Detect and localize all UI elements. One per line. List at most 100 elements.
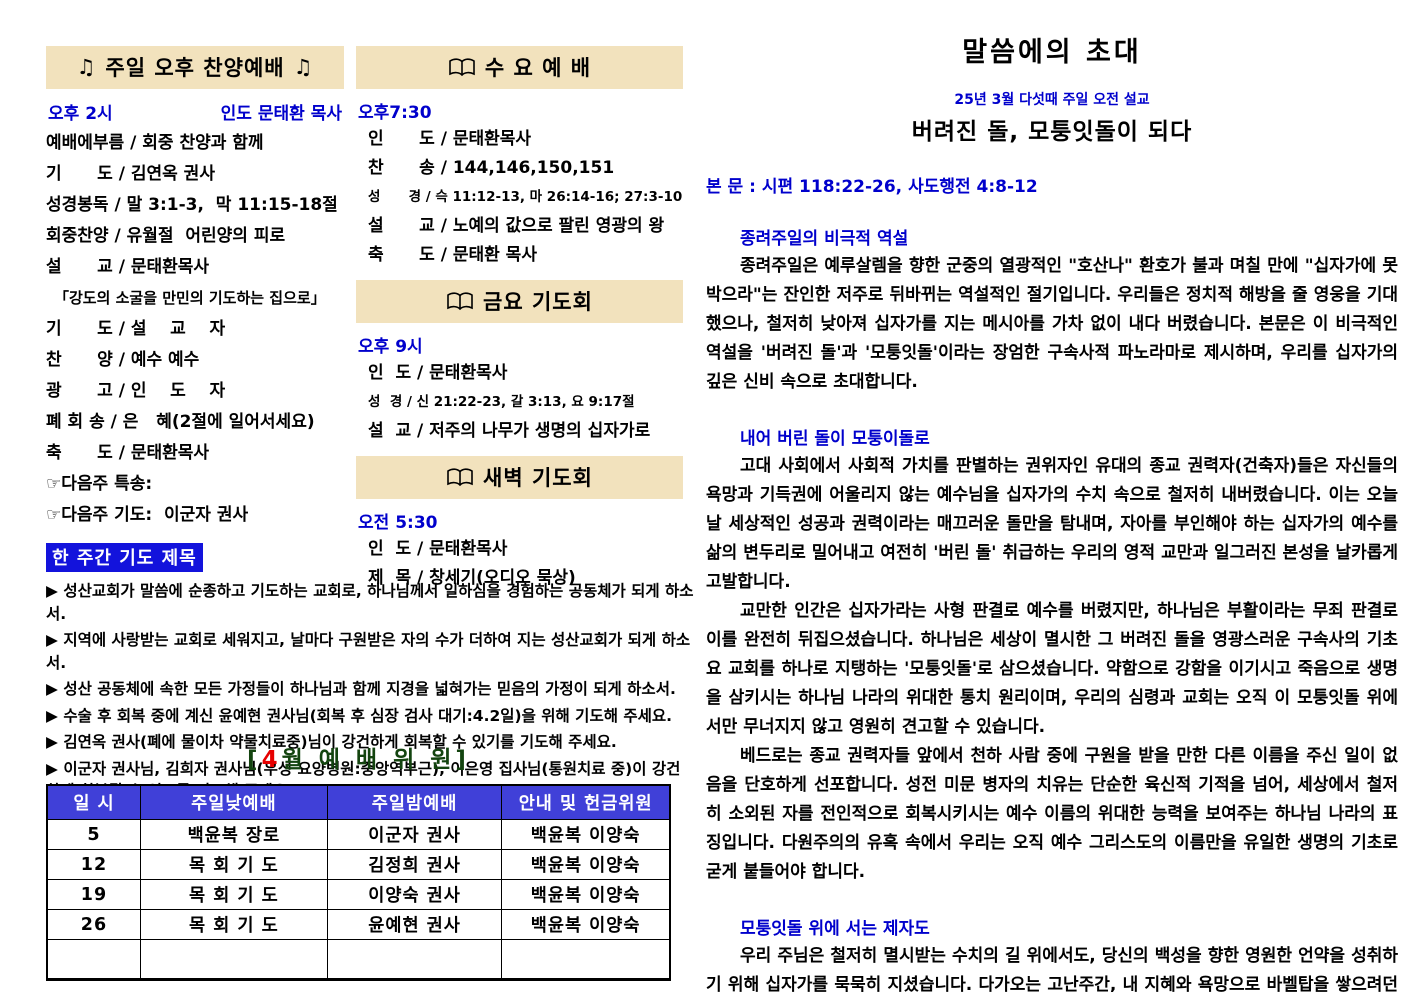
- service-time: 오후 2시: [48, 104, 113, 124]
- april-committee-section: [4월 예 배 위 원] 일 시 주일낮예배 주일밤예배 안내 및 헌금위원 5…: [46, 740, 671, 981]
- cell-ushers: 백윤복 이양숙: [501, 819, 671, 850]
- sermon-section-heading: 내어 버린 돌이 모퉁이돌로: [740, 429, 930, 449]
- program-line: 인 도 / 문태환목사: [368, 363, 508, 383]
- cell-night-service: 김정희 권사: [326, 849, 503, 880]
- cell-day-service: 목 회 기 도: [139, 909, 328, 940]
- sunday-praise-time-row: 오후 2시 인도 문태환 목사: [48, 99, 342, 124]
- dawn-prayer-title: 새벽 기도회: [483, 466, 593, 490]
- cell-ushers: 백윤복 이양숙: [501, 849, 671, 880]
- program-line: 설 교 / 저주의 나무가 생명의 십자가로: [368, 421, 651, 441]
- bracket: [: [247, 747, 262, 773]
- program-line: 예배에부름 / 회중 찬양과 함께: [46, 133, 264, 153]
- cell-night-service: 이군자 권사: [326, 819, 503, 850]
- cell-ushers: 백윤복 이양숙: [501, 879, 671, 910]
- sermon-section-heading: 종려주일의 비극적 역설: [740, 229, 909, 249]
- wednesday-service-header: 수 요 예 배: [356, 46, 683, 89]
- sunday-praise-title: 주일 오후 찬양예배: [105, 56, 285, 80]
- cell-date: 26: [46, 909, 141, 940]
- sermon-title: 버려진 돌, 모퉁잇돌이 되다: [911, 119, 1193, 145]
- wednesday-service-title: 수 요 예 배: [484, 56, 592, 80]
- weekly-prayer-section: 한 주간 기도 제목 ▶ 성산교회가 말씀에 순종하고 기도하는 교회로, 하나…: [46, 543, 694, 803]
- sermon-paragraph: 베드로는 종교 권력자들 앞에서 천하 사람 중에 구원을 받을 만한 다른 이…: [706, 746, 1398, 882]
- sermon-paragraph: 교만한 인간은 십자가라는 사형 판결로 예수를 버렸지만, 하나님은 부활이라…: [706, 601, 1398, 737]
- prayer-item: ▶ 김연옥 권사(폐에 물이차 약물치료중)님이 강건하게 회복할 수 있기를 …: [46, 733, 617, 751]
- committee-title-label: 월 예 배 위 원: [281, 747, 456, 773]
- next-week-special-note: ☞다음주 특송:: [46, 474, 153, 494]
- table-row: 12 목 회 기 도 김정희 권사 백윤복 이양숙: [46, 849, 671, 880]
- program-line: 인 도 / 문태환목사: [368, 539, 508, 559]
- program-line: 회중찬양 / 유월절 어린양의 피로: [46, 226, 286, 246]
- prayer-item: ▶ 성산교회가 말씀에 순종하고 기도하는 교회로, 하나님께서 일하심을 경험…: [46, 582, 694, 623]
- program-line: 광 고 / 인 도 자: [46, 381, 226, 401]
- program-line: 설 교 / 노예의 값으로 팔린 영광의 왕: [368, 216, 665, 236]
- sermon-section: 말씀에의 초대 25년 3월 다섯때 주일 오전 설교 버려진 돌, 모퉁잇돌이…: [706, 30, 1398, 992]
- cell-date: 19: [46, 879, 141, 910]
- col-header-day-service: 주일낮예배: [139, 784, 328, 820]
- program-line: 찬 송 / 144,146,150,151: [368, 158, 615, 178]
- friday-time: 오후 9시: [358, 337, 423, 357]
- program-line: 축 도 / 문태환목사: [46, 443, 210, 463]
- program-line: 성 경 / 슥 11:12-13, 마 26:14-16; 27:3-10: [368, 189, 683, 205]
- program-line: 성경봉독 / 말 3:1-3, 막 11:15-18절: [46, 195, 338, 215]
- cell-day-service: [139, 939, 328, 980]
- open-book-icon: [446, 467, 474, 487]
- col-header-night-service: 주일밤예배: [326, 784, 503, 820]
- col-header-ushers: 안내 및 헌금위원: [501, 784, 671, 820]
- program-line: 찬 양 / 예수 예수: [46, 350, 200, 370]
- cell-day-service: 백윤복 장로: [139, 819, 328, 850]
- dawn-prayer-header: 새벽 기도회: [356, 456, 683, 499]
- program-line: 인 도 / 문태환목사: [368, 129, 532, 149]
- cell-ushers: [501, 939, 671, 980]
- open-book-icon: [448, 57, 476, 77]
- cell-date: [46, 939, 141, 980]
- sermon-section-heading: 모퉁잇돌 위에 서는 제자도: [740, 919, 930, 939]
- music-note-icon: ♫: [76, 55, 97, 79]
- cell-night-service: 이양숙 권사: [326, 879, 503, 910]
- dawn-time: 오전 5:30: [358, 513, 438, 533]
- bracket: ]: [455, 747, 470, 773]
- program-line: 설 교 / 문태환목사: [46, 257, 210, 277]
- program-line: 축 도 / 문태환 목사: [368, 245, 537, 265]
- sunday-praise-header: ♫ 주일 오후 찬양예배 ♫: [46, 46, 344, 89]
- friday-prayer-header: 금요 기도회: [356, 280, 683, 323]
- committee-month: 4: [261, 747, 282, 773]
- sunday-praise-section: ♫ 주일 오후 찬양예배 ♫ 오후 2시 인도 문태환 목사 예배에부름 / 회…: [46, 46, 344, 531]
- music-note-icon: ♫: [293, 55, 314, 79]
- program-line: 폐 회 송 / 은 혜(2절에 일어서세요): [46, 412, 315, 432]
- prayer-item: ▶ 성산 공동체에 속한 모든 가정들이 하나님과 함께 지경을 넓혀가는 믿음…: [46, 680, 676, 698]
- cell-night-service: 윤예현 권사: [326, 909, 503, 940]
- program-line: 기 도 / 설 교 자: [46, 319, 226, 339]
- scripture-reference: 본 문 : 시편 118:22-26, 사도행전 4:8-12: [706, 177, 1038, 197]
- program-line: 제 목 / 창세기(오디오 묵상): [368, 568, 576, 588]
- sermon-paragraph: 우리 주님은 철저히 멸시받는 수치의 길 위에서도, 당신의 백성을 향한 영…: [706, 946, 1398, 992]
- open-book-icon: [446, 291, 474, 311]
- midweek-services-column: 수 요 예 배 오후7:30 인 도 / 문태환목사 찬 송 / 144,146…: [356, 46, 683, 593]
- table-row-empty: [46, 939, 671, 980]
- cell-day-service: 목 회 기 도: [139, 879, 328, 910]
- cell-date: 5: [46, 819, 141, 850]
- sermon-main-title: 말씀에의 초대: [962, 37, 1142, 68]
- table-header-row: 일 시 주일낮예배 주일밤예배 안내 및 헌금위원: [46, 784, 671, 820]
- table-row: 26 목 회 기 도 윤예현 권사 백윤복 이양숙: [46, 909, 671, 940]
- cell-day-service: 목 회 기 도: [139, 849, 328, 880]
- sermon-paragraph: 고대 사회에서 사회적 가치를 판별하는 권위자인 유대의 종교 권력자(건축자…: [706, 456, 1398, 592]
- sermon-subtitle: 25년 3월 다섯때 주일 오전 설교: [954, 92, 1150, 108]
- cell-night-service: [326, 939, 503, 980]
- table-row: 19 목 회 기 도 이양숙 권사 백윤복 이양숙: [46, 879, 671, 910]
- prayer-item: ▶ 수술 후 회복 중에 계신 윤예현 권사님(회복 후 심장 검사 대기:4.…: [46, 706, 673, 725]
- friday-prayer-title: 금요 기도회: [483, 290, 593, 314]
- sermon-paragraph: 종려주일은 예루살렘을 향한 군중의 열광적인 "호산나" 환호가 불과 며칠 …: [706, 256, 1398, 392]
- prayer-item: ▶ 지역에 사랑받는 교회로 세워지고, 날마다 구원받은 자의 수가 더하여 …: [46, 631, 691, 672]
- service-leader: 인도 문태환 목사: [220, 104, 342, 124]
- program-line: 기 도 / 김연옥 권사: [46, 164, 215, 184]
- wednesday-time: 오후7:30: [358, 103, 432, 123]
- committee-table: 일 시 주일낮예배 주일밤예배 안내 및 헌금위원 5 백윤복 장로 이군자 권…: [46, 784, 671, 981]
- cell-ushers: 백윤복 이양숙: [501, 909, 671, 940]
- table-row: 5 백윤복 장로 이군자 권사 백윤복 이양숙: [46, 819, 671, 850]
- committee-table-title: [4월 예 배 위 원]: [46, 740, 671, 774]
- next-week-prayer-note: ☞다음주 기도: 이군자 권사: [46, 505, 249, 525]
- cell-date: 12: [46, 849, 141, 880]
- program-line: 성 경 / 신 21:22-23, 갈 3:13, 요 9:17절: [368, 394, 635, 410]
- weekly-prayer-header: 한 주간 기도 제목: [46, 543, 203, 572]
